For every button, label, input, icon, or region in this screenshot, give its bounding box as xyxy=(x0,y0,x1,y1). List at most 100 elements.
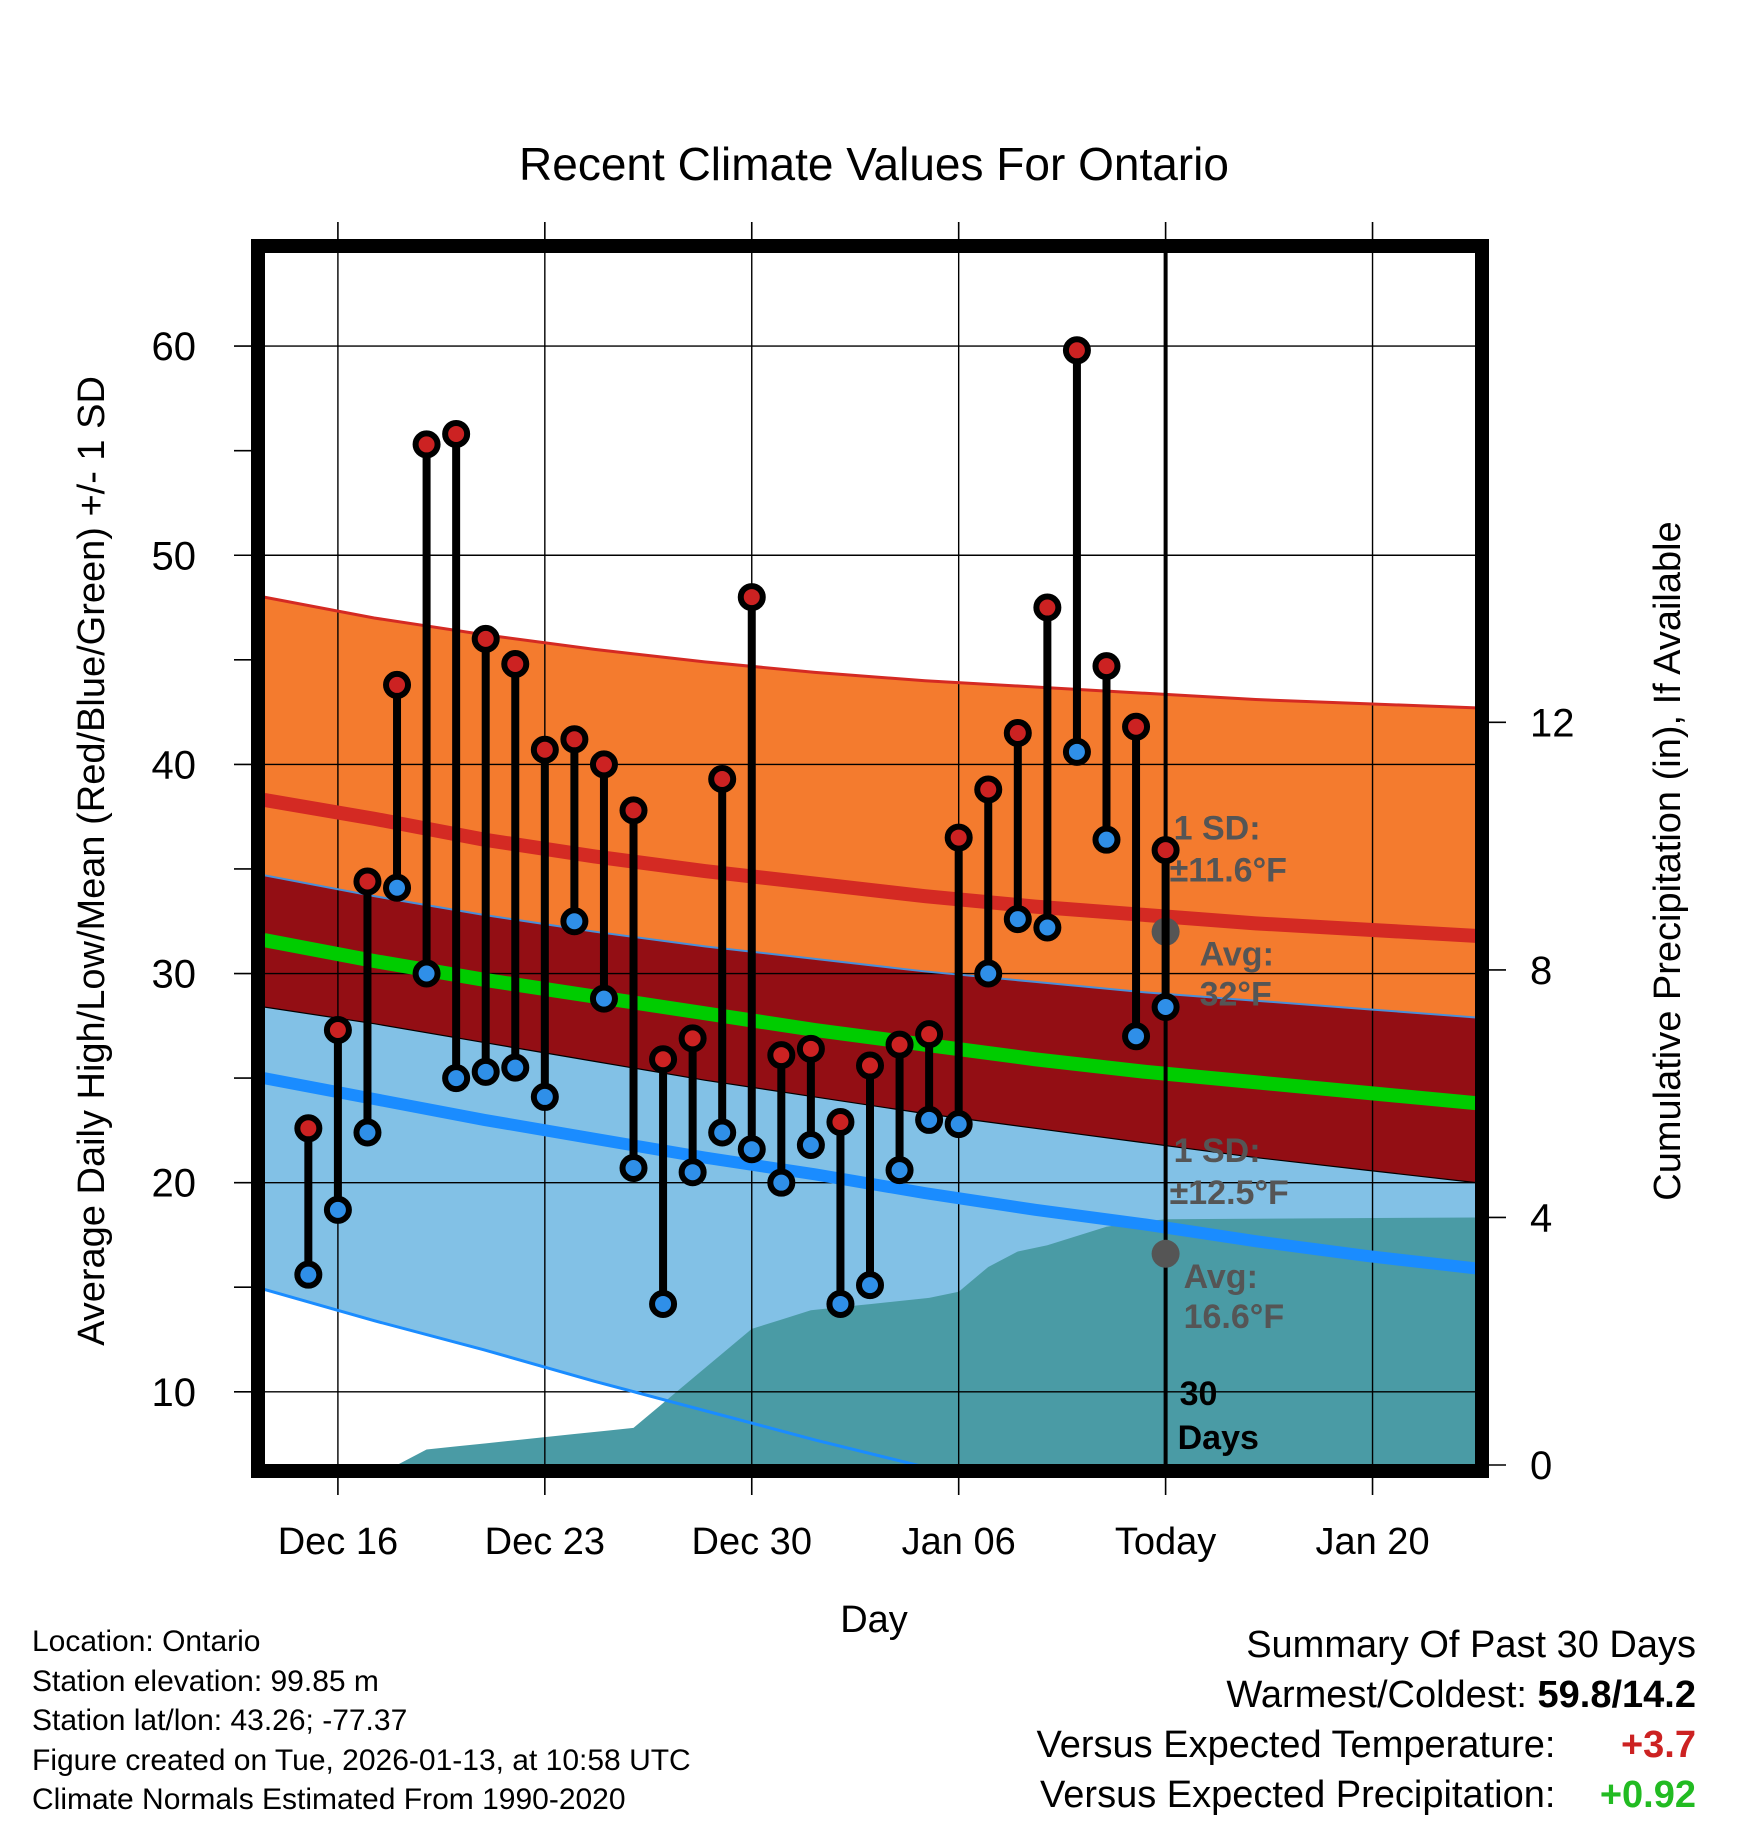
high-lower-line xyxy=(264,874,1476,1019)
summary-heading: Summary Of Past 30 Days xyxy=(1246,1624,1696,1666)
high-avg-label: Avg: xyxy=(1200,936,1274,974)
warmest-label: Warmest/Coldest: xyxy=(1226,1674,1527,1716)
daily-low-point xyxy=(1092,825,1121,854)
daily-low-point xyxy=(619,1154,648,1183)
summary-panel: Summary Of Past 30 Days Warmest/Coldest:… xyxy=(1037,1620,1696,1820)
daily-high-point xyxy=(767,1041,796,1070)
y-tick-label: 50 xyxy=(152,534,197,578)
daily-high-point xyxy=(1151,836,1180,865)
daily-low-point xyxy=(944,1110,973,1139)
summary-precip-row: Versus Expected Precipitation: +0.92 xyxy=(1037,1770,1696,1820)
temp-label: Versus Expected Temperature: xyxy=(1036,1724,1556,1766)
high-sd-label: 1 SD: xyxy=(1174,810,1261,848)
daily-high-point xyxy=(353,867,382,896)
daily-low-point xyxy=(501,1053,530,1082)
daily-low-point xyxy=(649,1289,678,1318)
chart-title: Recent Climate Values For Ontario xyxy=(519,138,1229,190)
y-tick-label: 30 xyxy=(152,953,197,997)
precip-value: +0.92 xyxy=(1599,1774,1696,1816)
warmest-value: 59.8/14.2 xyxy=(1537,1674,1696,1716)
precipitation-area xyxy=(264,1217,1476,1465)
daily-low-point xyxy=(1151,992,1180,1021)
x-tick-label: Dec 30 xyxy=(692,1521,812,1563)
daily-high-point xyxy=(383,670,412,699)
daily-low-point xyxy=(530,1082,559,1111)
x-tick-label: Dec 23 xyxy=(485,1521,605,1563)
x-tick-label: Dec 16 xyxy=(278,1521,398,1563)
daily-low-point xyxy=(767,1168,796,1197)
daily-low-point xyxy=(678,1158,707,1187)
y-tick-label: 20 xyxy=(152,1162,197,1206)
daily-high-point xyxy=(708,765,737,794)
high-sd-value: ±11.6°F xyxy=(1170,852,1287,890)
x-axis-label: Day xyxy=(840,1599,908,1641)
y-right-tick-label: 8 xyxy=(1530,949,1552,993)
daily-high-point xyxy=(826,1108,855,1137)
days-count-label: 30 xyxy=(1180,1375,1218,1413)
normals-text: Climate Normals Estimated From 1990-2020 xyxy=(32,1783,626,1817)
daily-high-point xyxy=(442,419,471,448)
daily-high-point xyxy=(619,796,648,825)
daily-high-point xyxy=(915,1020,944,1049)
y-tick-label: 60 xyxy=(152,325,197,369)
daily-low-point xyxy=(796,1131,825,1160)
daily-low-point xyxy=(708,1118,737,1147)
y-right-tick-label: 0 xyxy=(1530,1444,1552,1488)
daily-low-point xyxy=(323,1195,352,1224)
daily-low-point xyxy=(1062,737,1091,766)
x-tick-label: Today xyxy=(1115,1521,1216,1563)
daily-low-point xyxy=(560,907,589,936)
elevation-text: Station elevation: 99.85 m xyxy=(32,1664,379,1698)
station-info: Location: Ontario Station elevation: 99.… xyxy=(32,1622,691,1820)
daily-high-point xyxy=(1092,652,1121,681)
daily-low-point xyxy=(1033,913,1062,942)
daily-low-point xyxy=(826,1289,855,1318)
daily-low-point xyxy=(294,1260,323,1289)
y-axis-label-left: Average Daily High/Low/Mean (Red/Blue/Gr… xyxy=(71,376,113,1346)
daily-high-point xyxy=(560,725,589,754)
daily-high-point xyxy=(294,1114,323,1143)
daily-low-point xyxy=(974,959,1003,988)
created-text: Figure created on Tue, 2026-01-13, at 10… xyxy=(32,1743,691,1777)
low-lower-line xyxy=(264,1287,923,1465)
daily-low-point xyxy=(383,873,412,902)
daily-high-point xyxy=(1122,712,1151,741)
daily-high-point xyxy=(856,1051,884,1080)
latlon-text: Station lat/lon: 43.26; -77.37 xyxy=(32,1704,408,1738)
daily-low-point xyxy=(856,1271,884,1300)
temp-value: +3.7 xyxy=(1620,1724,1696,1766)
x-tick-label: Jan 06 xyxy=(902,1521,1016,1563)
daily-low-point xyxy=(737,1135,766,1164)
low-avg-value: 16.6°F xyxy=(1184,1298,1285,1336)
daily-low-point xyxy=(412,959,441,988)
days-word-label: Days xyxy=(1178,1419,1259,1457)
daily-low-point xyxy=(1003,905,1032,934)
daily-low-point xyxy=(1122,1022,1151,1051)
plot-frame xyxy=(251,239,1489,1478)
daily-high-point xyxy=(737,583,766,612)
summary-warmest-row: Warmest/Coldest: 59.8/14.2 xyxy=(1037,1670,1696,1720)
low-avg-label: Avg: xyxy=(1184,1258,1258,1296)
daily-high-point xyxy=(885,1030,914,1059)
daily-low-point xyxy=(442,1064,471,1093)
daily-high-point xyxy=(530,735,559,764)
daily-high-point xyxy=(796,1034,825,1063)
today-low-avg-dot xyxy=(1151,1239,1180,1268)
daily-high-point xyxy=(501,650,530,679)
avg-high-line xyxy=(264,793,1476,943)
daily-high-point xyxy=(412,430,441,459)
y-tick-label: 10 xyxy=(152,1371,197,1415)
y-tick-label: 40 xyxy=(152,743,197,787)
low-sd-value: ±12.5°F xyxy=(1170,1174,1289,1212)
low-sd-label: 1 SD: xyxy=(1174,1132,1261,1170)
daily-low-point xyxy=(589,984,618,1013)
daily-high-point xyxy=(944,823,973,852)
summary-temp-row: Versus Expected Temperature: +3.7 xyxy=(1037,1720,1696,1770)
daily-high-point xyxy=(323,1015,352,1044)
y-axis-label-right: Cumulative Precipitation (in), If Availa… xyxy=(1647,521,1689,1200)
daily-high-point xyxy=(589,750,618,779)
daily-high-point xyxy=(471,624,500,653)
daily-low-point xyxy=(471,1057,500,1086)
